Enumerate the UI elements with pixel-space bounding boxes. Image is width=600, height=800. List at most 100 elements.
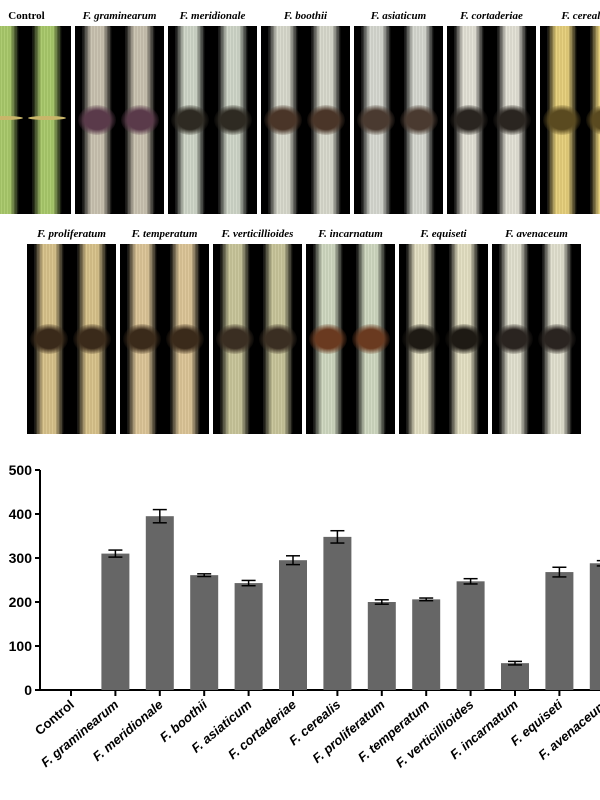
bar-f-equiseti <box>545 572 574 690</box>
lesion-mark <box>123 324 161 354</box>
y-tick-label: 200 <box>9 594 33 610</box>
panel-label-f-cortaderiae: F. cortaderiae <box>460 10 523 22</box>
lesion-mark <box>402 324 440 354</box>
stem-photo-f-temperatum <box>120 244 209 434</box>
panel-label-f-cerealis: F. cerealis <box>561 10 600 22</box>
panel-label-f-boothii: F. boothii <box>283 10 328 22</box>
stem-segment <box>78 26 116 214</box>
stem-photo-f-graminearum <box>75 26 164 214</box>
bar-f-meridionale <box>145 516 174 690</box>
y-tick-label: 400 <box>9 506 33 522</box>
stem-segment <box>214 26 252 214</box>
stem-segment <box>352 244 390 434</box>
panel-label-control: Control <box>8 10 45 22</box>
stem-segment <box>73 244 111 434</box>
y-tick-label: 100 <box>9 638 33 654</box>
lesion-mark <box>493 105 531 135</box>
stem-segment <box>445 244 483 434</box>
stem-segment <box>121 26 159 214</box>
panel-label-f-asiaticum: F. asiaticum <box>370 10 427 22</box>
lesion-mark <box>307 105 345 135</box>
stem-segment <box>307 26 345 214</box>
stem-segment <box>264 26 302 214</box>
bar-f-cortaderiae <box>279 560 307 690</box>
panel-label-f-proliferatum: F. proliferatum <box>37 228 106 240</box>
stem-segment <box>171 26 209 214</box>
x-tick-label-f-verticillioides: F. verticillioides <box>393 697 477 771</box>
lesion-mark <box>214 105 252 135</box>
lesion-mark <box>73 324 111 354</box>
lesion-mark <box>495 324 533 354</box>
lesion-mark <box>264 105 302 135</box>
stem-photo-f-cerealis <box>540 26 600 214</box>
panel-label-f-verticillioides: F. verticillioides <box>221 228 294 240</box>
panel-label-f-graminearum: F. graminearum <box>82 10 157 22</box>
bar-f-boothii <box>190 575 219 690</box>
bar-f-temperatum <box>412 599 441 690</box>
stem-segment <box>30 244 68 434</box>
lesion-mark <box>543 105 581 135</box>
stem-segment <box>357 26 395 214</box>
stem-segment <box>586 26 600 214</box>
bar-f-asiaticum <box>234 583 263 690</box>
panel-label-f-meridionale: F. meridionale <box>179 10 246 22</box>
bar-f-graminearum <box>101 553 130 690</box>
stem-segment <box>402 244 440 434</box>
lesion-mark <box>78 105 116 135</box>
stem-segment <box>543 26 581 214</box>
stem-segment <box>259 244 297 434</box>
panel-label-f-equiseti: F. equiseti <box>420 228 467 240</box>
bar-f-cerealis <box>323 536 352 690</box>
stem-node <box>0 116 23 120</box>
stem-segment <box>538 244 576 434</box>
lesion-mark <box>586 105 600 135</box>
stem-segment <box>0 26 23 214</box>
y-tick-label: 500 <box>9 462 33 478</box>
bottom-photo-panel: F. proliferatum F. temperatum F. verticill… <box>0 220 600 435</box>
stem-segment <box>493 26 531 214</box>
stem-photo-f-meridionale <box>168 26 257 214</box>
stem-photo-f-asiaticum <box>354 26 443 214</box>
lesion-mark <box>309 324 347 354</box>
panel-label-f-temperatum: F. temperatum <box>131 228 198 240</box>
stem-photo-f-equiseti <box>399 244 488 434</box>
stem-segment <box>123 244 161 434</box>
stem-photo-f-incarnatum <box>306 244 395 434</box>
lesion-mark <box>357 105 395 135</box>
stem-photo-f-boothii <box>261 26 350 214</box>
lesion-mark <box>445 324 483 354</box>
stem-photo-f-proliferatum <box>27 244 116 434</box>
lesion-mark <box>352 324 390 354</box>
stem-node <box>28 116 66 120</box>
stem-segment <box>216 244 254 434</box>
stem-photo-f-cortaderiae <box>447 26 536 214</box>
lesion-mark <box>171 105 209 135</box>
y-tick-label: 300 <box>9 550 33 566</box>
lesion-mark <box>216 324 254 354</box>
stem-photo-control <box>0 26 71 214</box>
lesion-mark <box>400 105 438 135</box>
stem-photo-f-avenaceum <box>492 244 581 434</box>
y-tick-label: 0 <box>24 682 32 698</box>
lesion-mark <box>450 105 488 135</box>
lesion-mark <box>538 324 576 354</box>
stem-segment <box>400 26 438 214</box>
x-tick-label-f-graminearum: F. graminearum <box>38 697 122 771</box>
top-photo-panel: Control F. graminearum F. meridionale F. bo… <box>0 0 600 215</box>
stem-segment <box>309 244 347 434</box>
lesion-mark <box>30 324 68 354</box>
bar-f-avenaceum <box>589 563 600 690</box>
lesion-mark <box>121 105 159 135</box>
bar-f-incarnatum <box>501 663 529 690</box>
lesion-mark <box>166 324 204 354</box>
panel-label-f-avenaceum: F. avenaceum <box>505 228 568 240</box>
bar-f-verticillioides <box>456 581 485 690</box>
stem-segment <box>166 244 204 434</box>
stem-segment <box>495 244 533 434</box>
lesion-mark <box>259 324 297 354</box>
panel-label-f-incarnatum: F. incarnatum <box>318 228 383 240</box>
stem-segment <box>28 26 66 214</box>
stem-photo-f-verticillioides <box>213 244 302 434</box>
bar-f-proliferatum <box>367 602 396 690</box>
